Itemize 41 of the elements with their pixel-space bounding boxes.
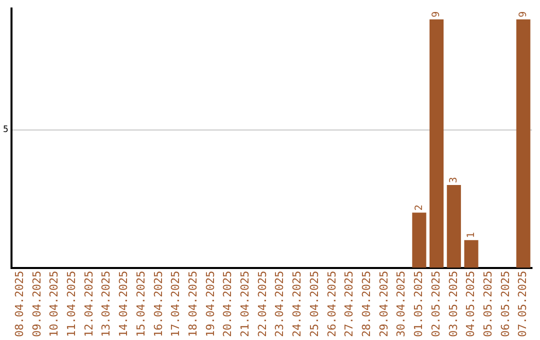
x-tick-label: 07.05.2025 [516, 270, 530, 338]
data-label: 3 [448, 176, 460, 183]
x-tick-label: 08.04.2025 [12, 270, 26, 338]
bar [464, 240, 478, 268]
x-tick-label: 04.05.2025 [464, 270, 478, 338]
x-tick-label: 05.05.2025 [481, 270, 494, 338]
x-tick-label: 12.04.2025 [82, 270, 96, 338]
x-tick-label: 20.04.2025 [221, 270, 234, 338]
x-tick-label: 13.04.2025 [100, 270, 113, 338]
x-tick-label: 14.04.2025 [117, 270, 130, 338]
bar [516, 19, 530, 268]
x-tick-label: 28.04.2025 [360, 270, 374, 338]
y-tick-label: 5 [2, 125, 8, 136]
bar [412, 212, 426, 268]
x-tick-label: 23.04.2025 [273, 270, 286, 338]
x-tick-label: 09.04.2025 [30, 270, 44, 338]
x-tick-label: 17.04.2025 [169, 270, 182, 338]
x-tick-label: 06.05.2025 [498, 270, 512, 338]
data-label: 9 [431, 11, 442, 18]
x-tick-label: 19.04.2025 [204, 270, 217, 338]
x-tick-label: 24.04.2025 [290, 270, 304, 338]
x-tick-label: 10.04.2025 [48, 270, 61, 338]
x-tick-label: 22.04.2025 [256, 270, 269, 338]
x-tick-label: 29.04.2025 [377, 270, 390, 338]
x-tick-label: 03.05.2025 [446, 270, 460, 338]
x-tick-label: 21.04.2025 [238, 270, 252, 338]
x-tick-label: 15.04.2025 [134, 270, 148, 338]
x-tick-label: 25.04.2025 [308, 270, 321, 338]
x-tick-label: 01.05.2025 [412, 270, 426, 338]
x-tick-label: 26.04.2025 [325, 270, 338, 338]
bar [430, 19, 444, 268]
x-tick-label: 18.04.2025 [186, 270, 200, 338]
x-tick-label: 11.04.2025 [65, 270, 78, 338]
x-tick-label: 16.04.2025 [152, 270, 165, 338]
data-label: 1 [466, 232, 477, 238]
x-tick-label: 30.04.2025 [394, 270, 408, 338]
data-label: 9 [518, 11, 529, 18]
x-tick-label: 27.04.2025 [342, 270, 356, 338]
x-tick-label: 02.05.2025 [429, 270, 442, 338]
bar [446, 184, 461, 268]
data-label: 2 [414, 204, 425, 211]
